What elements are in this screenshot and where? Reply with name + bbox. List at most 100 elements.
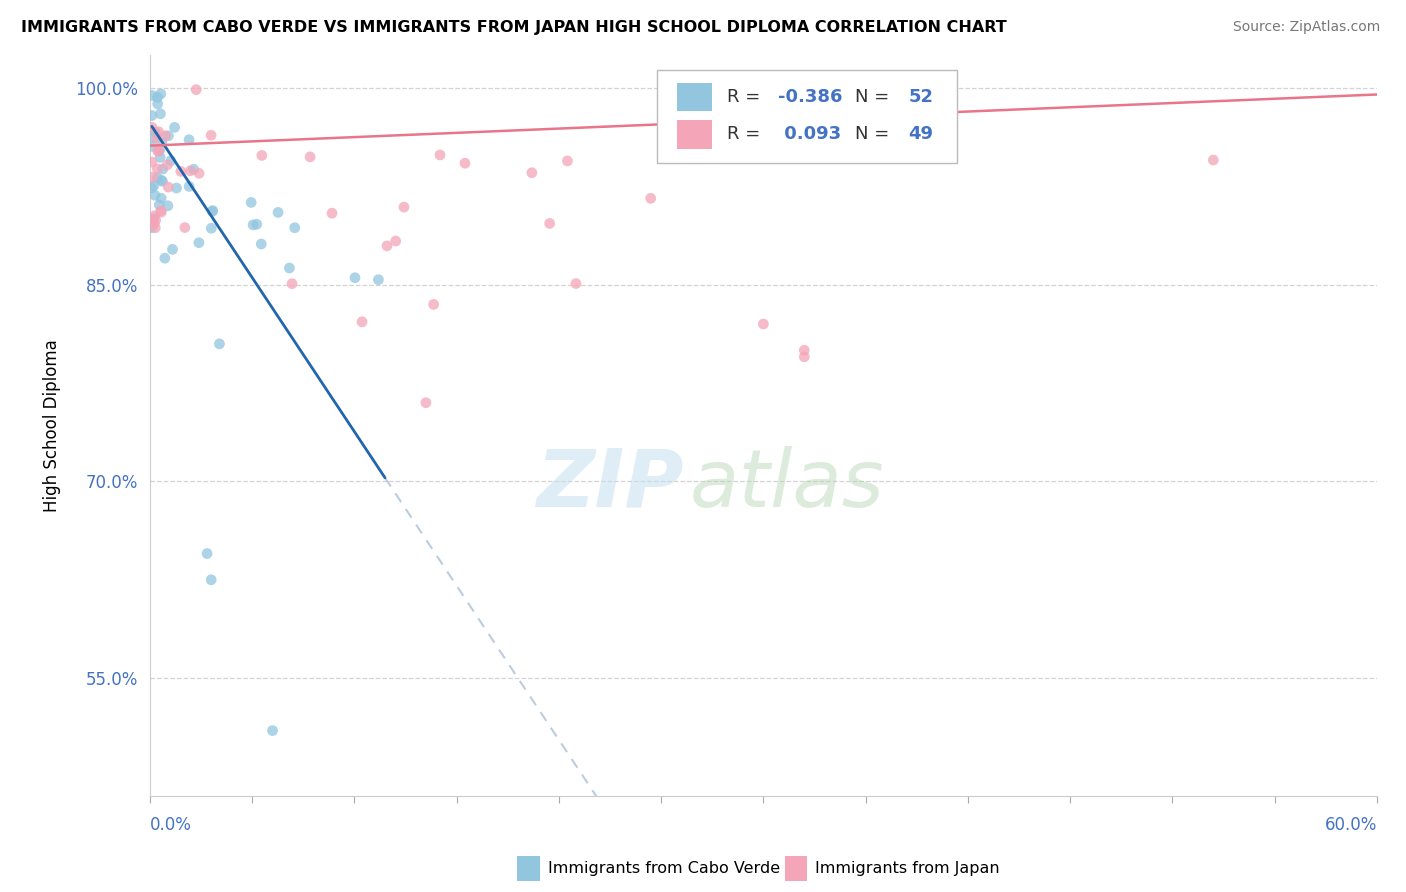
Point: [146, 131, 169, 145]
Point: [200, 221, 222, 235]
Text: ZIP: ZIP: [536, 446, 683, 524]
Point: [281, 277, 304, 291]
Point: [262, 723, 284, 738]
Point: [145, 213, 167, 227]
Point: [186, 83, 208, 97]
Point: [343, 270, 366, 285]
Point: [146, 161, 169, 176]
Point: [179, 179, 201, 194]
Point: [392, 200, 415, 214]
Point: [179, 164, 201, 178]
Text: Immigrants from Japan: Immigrants from Japan: [815, 862, 1000, 876]
Point: [160, 153, 183, 168]
Y-axis label: High School Diploma: High School Diploma: [44, 339, 60, 512]
Point: [195, 547, 218, 561]
Point: [149, 143, 172, 157]
Text: R =: R =: [727, 126, 765, 144]
Text: 49: 49: [908, 126, 934, 144]
Point: [142, 170, 165, 185]
Point: [183, 162, 205, 177]
Point: [201, 204, 224, 219]
Text: 60.0%: 60.0%: [1324, 816, 1376, 834]
Text: Immigrants from Cabo Verde: Immigrants from Cabo Verde: [548, 862, 780, 876]
Point: [157, 128, 180, 143]
Point: [141, 109, 163, 123]
Point: [520, 166, 543, 180]
Point: [155, 128, 177, 143]
Point: [267, 205, 290, 219]
Point: [146, 170, 169, 185]
Text: 52: 52: [908, 88, 934, 106]
Point: [142, 211, 165, 226]
Point: [152, 161, 174, 176]
Point: [156, 158, 179, 172]
Point: [384, 234, 406, 248]
FancyBboxPatch shape: [657, 70, 957, 162]
Point: [149, 107, 172, 121]
Point: [187, 235, 209, 250]
Point: [454, 156, 477, 170]
Point: [141, 139, 163, 153]
Point: [143, 209, 166, 223]
Point: [429, 148, 451, 162]
Text: 0.093: 0.093: [778, 126, 841, 144]
Text: -0.386: -0.386: [778, 88, 842, 106]
Point: [143, 217, 166, 231]
Point: [299, 150, 322, 164]
Point: [148, 198, 170, 212]
Point: [201, 203, 224, 218]
Point: [166, 181, 188, 195]
Point: [146, 96, 169, 111]
Point: [200, 128, 222, 143]
FancyBboxPatch shape: [678, 83, 711, 112]
Point: [146, 144, 169, 158]
Point: [150, 205, 173, 219]
Point: [149, 203, 172, 218]
Point: [240, 195, 263, 210]
Point: [793, 350, 815, 364]
Point: [141, 220, 163, 235]
Point: [143, 188, 166, 202]
Point: [141, 120, 163, 135]
Point: [278, 260, 301, 275]
Text: atlas: atlas: [690, 446, 884, 524]
Point: [162, 243, 184, 257]
Point: [250, 237, 273, 252]
Point: [422, 297, 444, 311]
Point: [250, 148, 273, 162]
Point: [640, 191, 662, 205]
Text: N =: N =: [855, 126, 896, 144]
Point: [174, 220, 197, 235]
Point: [148, 144, 170, 158]
Point: [208, 336, 231, 351]
Point: [156, 199, 179, 213]
Point: [367, 273, 389, 287]
Point: [143, 130, 166, 145]
Point: [150, 173, 173, 187]
Point: [143, 220, 166, 235]
Point: [242, 218, 264, 232]
Text: IMMIGRANTS FROM CABO VERDE VS IMMIGRANTS FROM JAPAN HIGH SCHOOL DIPLOMA CORRELAT: IMMIGRANTS FROM CABO VERDE VS IMMIGRANTS…: [21, 20, 1007, 35]
Point: [350, 315, 373, 329]
Point: [188, 166, 211, 180]
Point: [141, 213, 163, 227]
Point: [200, 573, 222, 587]
Point: [538, 217, 561, 231]
Point: [565, 277, 588, 291]
Point: [141, 180, 163, 194]
Point: [321, 206, 343, 220]
Point: [170, 164, 193, 178]
Point: [142, 178, 165, 193]
Point: [177, 133, 200, 147]
Point: [415, 395, 437, 409]
Point: [146, 90, 169, 104]
Point: [557, 153, 579, 168]
Point: [163, 120, 186, 135]
Point: [157, 180, 180, 194]
Point: [150, 191, 173, 205]
Point: [375, 239, 398, 253]
Text: Source: ZipAtlas.com: Source: ZipAtlas.com: [1233, 20, 1381, 34]
Text: 0.0%: 0.0%: [150, 816, 191, 834]
Text: N =: N =: [855, 88, 896, 106]
Point: [149, 150, 172, 164]
